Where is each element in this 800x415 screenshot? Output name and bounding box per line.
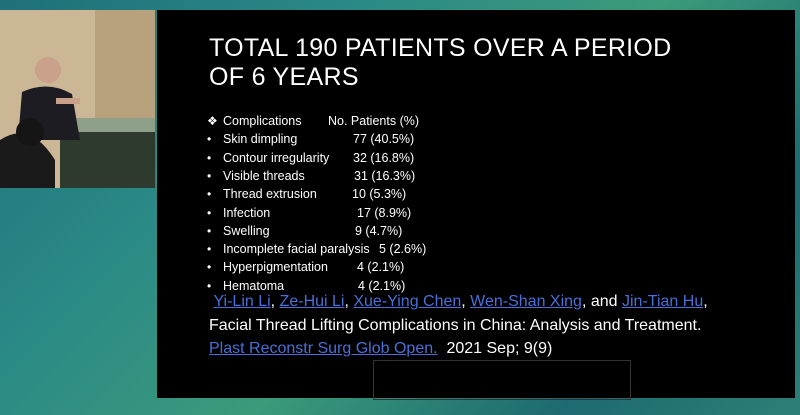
item-value: 77 (40.5%)	[353, 132, 415, 147]
bullet: •	[207, 278, 212, 293]
bullet: •	[207, 260, 212, 275]
list-header-value: No. Patients (%)	[328, 114, 420, 128]
bullet: •	[207, 242, 212, 257]
bullet: •	[207, 187, 212, 202]
item-name: Contour irregularity	[223, 150, 330, 165]
conjunction: and	[590, 293, 618, 310]
list-header-name: Complications	[223, 114, 302, 128]
title-line: TOTAL 190 PATIENTS OVER A PERIOD	[209, 34, 672, 62]
slide: TOTAL 190 PATIENTS OVER A PERIOD OF 6 YE…	[157, 10, 795, 400]
bullet: •	[207, 132, 212, 147]
author-link[interactable]: Wen-Shan Xing	[470, 293, 582, 310]
title-line: OF 6 YEARS	[209, 63, 359, 91]
item-name: Thread extrusion	[223, 187, 317, 202]
author-link[interactable]: Yi-Lin Li	[213, 293, 271, 310]
article-title: Facial Thread Lifting Complications in C…	[209, 317, 702, 334]
author-line: Yi-Lin Li, Ze-Hui Li, Xue-Ying Chen, Wen…	[213, 293, 708, 310]
item-name: Visible threads	[223, 168, 305, 183]
item-name: Skin dimpling	[223, 132, 298, 147]
author-link[interactable]: Ze-Hui Li	[279, 293, 345, 310]
item-name: Hematoma	[223, 278, 285, 293]
item-name: Incomplete facial paralysis	[223, 242, 370, 257]
slide-title: TOTAL 190 PATIENTS OVER A PERIOD OF 6 YE…	[209, 34, 672, 92]
author-link[interactable]: Jin-Tian Hu	[622, 293, 704, 310]
item-value: 9 (4.7%)	[355, 223, 403, 238]
item-value: 31 (16.3%)	[354, 168, 416, 183]
item-name: Infection	[223, 205, 271, 220]
speaker-video	[0, 10, 155, 188]
empty-box	[373, 360, 631, 400]
journal-line: Plast Reconstr Surg Glob Open. 2021 Sep;…	[209, 340, 552, 358]
bullet: ❖	[207, 114, 218, 128]
journal-link[interactable]: Plast Reconstr Surg Glob Open.	[209, 340, 438, 357]
item-value: 4 (2.1%)	[358, 278, 406, 293]
date: 2021 Sep; 9(9)	[446, 340, 553, 357]
bullet: •	[207, 223, 212, 238]
item-value: 4 (2.1%)	[357, 260, 405, 275]
bullet: •	[207, 150, 212, 165]
bullet: •	[207, 168, 212, 183]
item-value: 32 (16.8%)	[353, 150, 415, 165]
item-name: Swelling	[223, 223, 270, 238]
video-frame	[0, 10, 155, 188]
item-value: 10 (5.3%)	[352, 187, 407, 202]
author-link[interactable]: Xue-Ying Chen	[353, 293, 462, 310]
bullet: •	[207, 205, 212, 220]
item-name: Hyperpigmentation	[223, 260, 328, 275]
item-value: 5 (2.6%)	[379, 242, 427, 257]
item-value: 17 (8.9%)	[357, 205, 412, 220]
